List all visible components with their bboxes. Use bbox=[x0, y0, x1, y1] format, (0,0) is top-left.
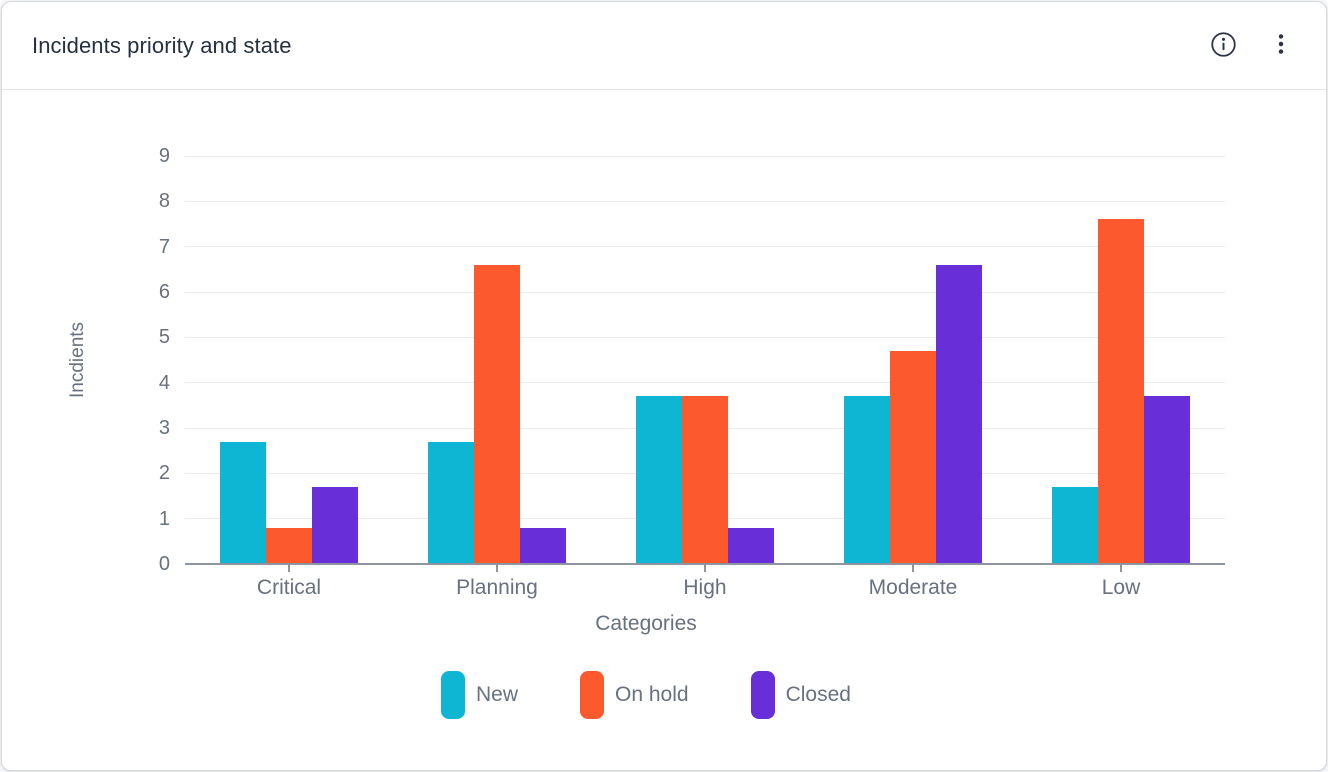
y-tick-label-0: 0 bbox=[158, 553, 170, 575]
plot-area: 0 1 2 3 4 5 6 7 8 9 Critical Planning High Moderate Lo… bbox=[159, 146, 1225, 599]
legend-item-closed[interactable]: Closed bbox=[750, 671, 851, 719]
y-axis-title: Incdients bbox=[67, 321, 88, 399]
chart-legend: New On hold Closed bbox=[67, 671, 1225, 719]
x-category-label-low: Low bbox=[1101, 576, 1141, 599]
y-tick-label-8: 8 bbox=[158, 190, 170, 213]
bar-closed-high[interactable] bbox=[728, 527, 774, 564]
card-title: Incidents priority and state bbox=[32, 32, 292, 58]
legend-swatch-new bbox=[441, 671, 466, 719]
bar-new-critical[interactable] bbox=[220, 441, 266, 564]
x-axis-title: Categories bbox=[595, 612, 697, 635]
bar-chart: Incdients 0 1 2 3 4 5 6 7 8 9 Critical Planning High… bbox=[67, 90, 1225, 770]
header-actions bbox=[1206, 29, 1298, 63]
x-tick-high bbox=[704, 565, 706, 572]
y-tick-label-4: 4 bbox=[158, 371, 170, 394]
x-axis-line bbox=[185, 563, 1225, 565]
bar-on-hold-moderate[interactable] bbox=[890, 350, 936, 564]
bar-new-planning[interactable] bbox=[428, 441, 474, 564]
gridline-7 bbox=[185, 246, 1225, 248]
x-tick-moderate bbox=[912, 565, 914, 572]
info-button[interactable] bbox=[1206, 29, 1240, 63]
bar-on-hold-planning[interactable] bbox=[474, 264, 520, 564]
y-tick-label-2: 2 bbox=[158, 462, 170, 485]
bar-on-hold-critical[interactable] bbox=[266, 527, 312, 564]
y-tick-label-7: 7 bbox=[158, 235, 170, 258]
bar-new-moderate[interactable] bbox=[844, 396, 890, 564]
gridline-5 bbox=[185, 336, 1225, 338]
info-icon bbox=[1210, 31, 1237, 61]
y-tick-label-3: 3 bbox=[158, 417, 170, 439]
gridline-9 bbox=[185, 155, 1225, 157]
y-tick-label-6: 6 bbox=[158, 281, 170, 303]
x-tick-low bbox=[1120, 565, 1122, 572]
bar-new-high[interactable] bbox=[636, 396, 682, 564]
bar-on-hold-high[interactable] bbox=[682, 396, 728, 564]
x-tick-critical bbox=[288, 565, 290, 572]
x-tick-planning bbox=[496, 565, 498, 572]
bar-closed-moderate[interactable] bbox=[936, 264, 982, 564]
bar-on-hold-low[interactable] bbox=[1098, 219, 1144, 564]
legend-swatch-on-hold bbox=[580, 671, 605, 719]
legend-item-new[interactable]: New bbox=[441, 671, 518, 719]
bar-closed-planning[interactable] bbox=[520, 527, 566, 564]
x-category-label-critical: Critical bbox=[256, 576, 322, 599]
kebab-menu-button[interactable] bbox=[1264, 29, 1298, 63]
card-header: Incidents priority and state bbox=[2, 2, 1326, 90]
x-category-label-high: High bbox=[683, 576, 727, 599]
y-tick-label-5: 5 bbox=[158, 326, 170, 349]
legend-label-new: New bbox=[476, 683, 519, 706]
x-category-label-moderate: Moderate bbox=[868, 576, 958, 599]
gridline-8 bbox=[185, 200, 1225, 202]
gridline-6 bbox=[185, 291, 1225, 293]
bar-closed-critical[interactable] bbox=[312, 486, 358, 564]
legend-label-closed: Closed bbox=[785, 683, 851, 706]
legend-item-on-hold[interactable]: On hold bbox=[580, 671, 689, 719]
vertical-ellipsis-icon bbox=[1268, 31, 1294, 60]
bar-closed-low[interactable] bbox=[1144, 396, 1190, 564]
y-tick-label-1: 1 bbox=[158, 507, 170, 530]
legend-swatch-closed bbox=[750, 671, 775, 719]
y-tick-label-9: 9 bbox=[158, 145, 170, 167]
bar-new-low[interactable] bbox=[1052, 486, 1098, 564]
legend-label-on-hold: On hold bbox=[615, 683, 689, 706]
gridline-4 bbox=[185, 382, 1225, 384]
x-category-label-planning: Planning bbox=[456, 576, 538, 599]
